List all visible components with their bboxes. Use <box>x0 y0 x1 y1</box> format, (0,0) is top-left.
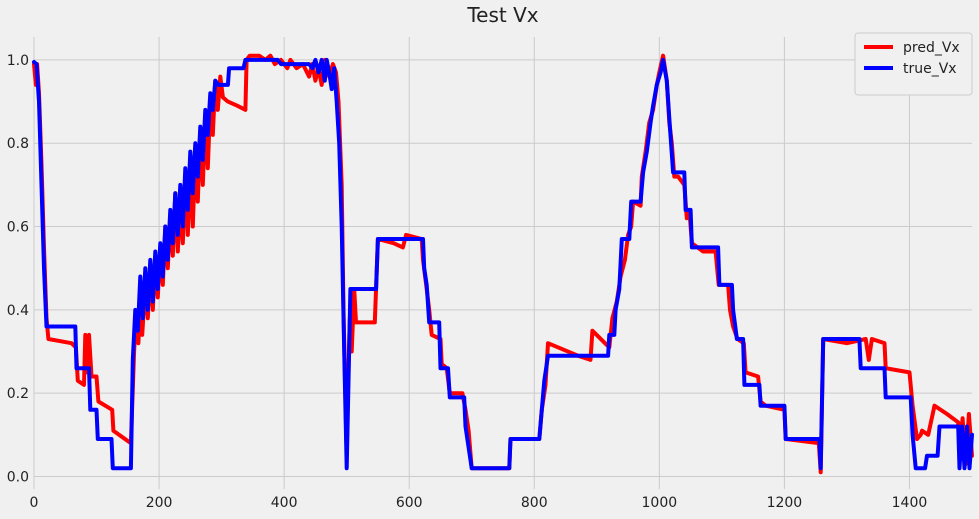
legend-label-true_Vx: true_Vx <box>903 61 957 77</box>
y-tick-label: 0.2 <box>7 386 29 402</box>
y-tick-label: 0.0 <box>7 470 29 486</box>
x-tick-label: 400 <box>271 495 298 511</box>
legend-label-pred_Vx: pred_Vx <box>903 40 960 56</box>
x-tick-label: 800 <box>521 495 548 511</box>
y-tick-label: 0.4 <box>7 303 29 319</box>
series-line-true_Vx <box>32 57 974 471</box>
legend: pred_Vx true_Vx <box>854 32 973 96</box>
y-axis-tick-labels: 0.0 0.2 0.4 0.6 0.8 1.0 <box>7 53 29 486</box>
x-axis-tick-labels: 0 200 400 600 800 1000 1200 1400 <box>30 495 928 511</box>
x-tick-label: 0 <box>30 495 39 511</box>
grid-lines <box>33 37 972 489</box>
y-tick-label: 0.8 <box>7 136 29 152</box>
x-tick-label: 1200 <box>767 495 803 511</box>
x-tick-label: 600 <box>396 495 423 511</box>
x-tick-label: 200 <box>146 495 173 511</box>
x-tick-label: 1400 <box>892 495 928 511</box>
series-lines <box>32 53 974 475</box>
y-tick-label: 1.0 <box>7 53 29 69</box>
chart-title: Test Vx <box>466 3 538 27</box>
x-tick-label: 1000 <box>642 495 678 511</box>
y-tick-label: 0.6 <box>7 220 29 236</box>
